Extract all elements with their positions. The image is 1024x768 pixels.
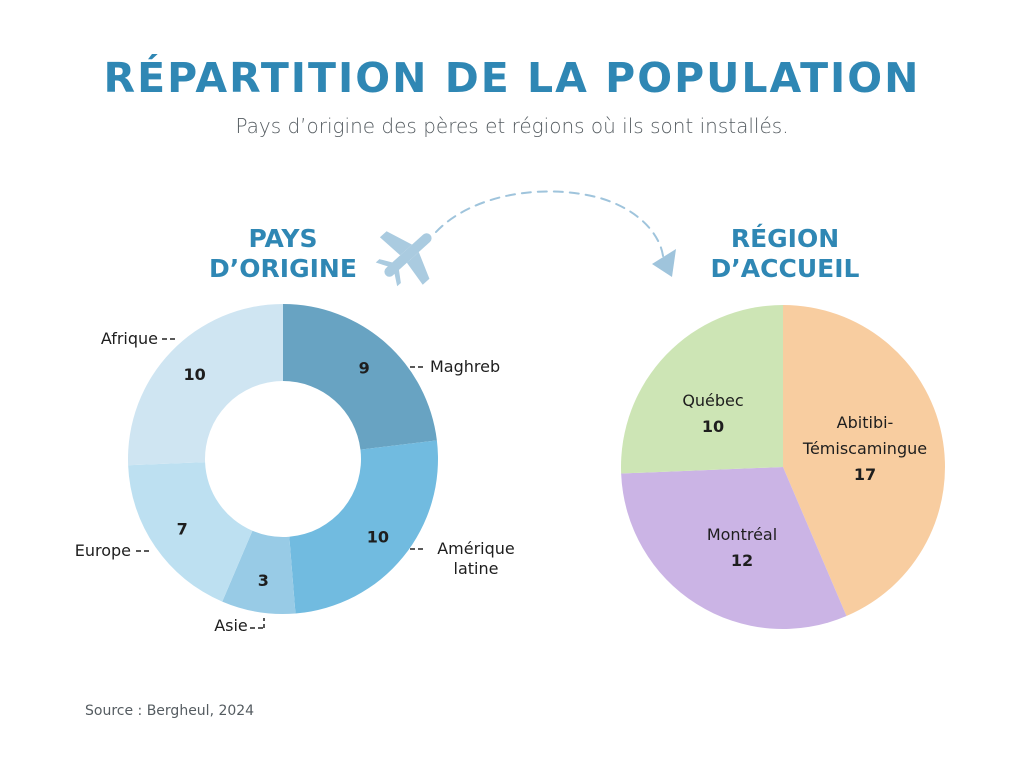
donut-slice-asie [222,530,296,614]
pie-value-quebec: 10 [702,417,724,436]
pie-value-montreal: 12 [731,551,753,570]
donut-slice-afrique [127,304,283,466]
donut-slice-maghreb [283,304,437,450]
donut-label-europe: Europe [75,541,131,560]
flight-arc [435,190,664,257]
donut-label-maghreb: Maghreb [430,357,500,376]
donut-label-afrique: Afrique [101,329,158,348]
donut-slice-europe [128,462,253,602]
pie-label-montreal: Montréal [707,525,777,544]
donut-value-maghreb: 9 [359,358,370,377]
origin-title-line-2: D’ORIGINE [209,254,357,283]
host-title-line-2: D’ACCUEIL [710,254,860,283]
origin-title-line-1: PAYS [248,224,318,253]
host-pie-chart: Abitibi-Témiscamingue 17 Montréal 12 Québec 1… [621,305,946,629]
page-subtitle: Pays d’origine des pères et régions où i… [235,114,789,138]
donut-value-afrique: 10 [184,365,206,384]
flight-arrow [435,190,676,277]
pie-slice-quebec [621,305,783,474]
origin-donut-chart: 9 Maghreb 10 Amérique latine 3 Asie 7 Europe 10 Af… [75,304,515,635]
origin-section-title: PAYS D’ORIGINE [182,224,384,284]
flight-arrowhead [652,249,676,277]
airplane-icon [375,231,432,287]
page-title: RÉPARTITION DE LA POPULATION [103,54,921,102]
source-note: Source : Bergheul, 2024 [85,703,255,719]
donut-slice-amerique-latine [289,440,438,614]
donut-label-amerique-latine: Amérique latine [437,539,515,578]
donut-value-amerique-latine: 10 [367,527,389,546]
pie-value-abitibi-temiscamingue: 17 [854,465,876,484]
donut-label-asie: Asie [214,616,248,635]
donut-value-europe: 7 [177,520,188,539]
donut-value-asie: 3 [258,571,269,590]
host-title-line-1: RÉGION [730,224,840,253]
pie-label-abitibi-temiscamingue: Abitibi-Témiscamingue [802,413,927,458]
pie-slice-abitibi-temiscamingue [783,305,946,617]
host-section-title: RÉGION D’ACCUEIL [684,224,886,284]
pie-label-quebec: Québec [682,391,743,410]
pie-slice-montreal [621,467,847,629]
